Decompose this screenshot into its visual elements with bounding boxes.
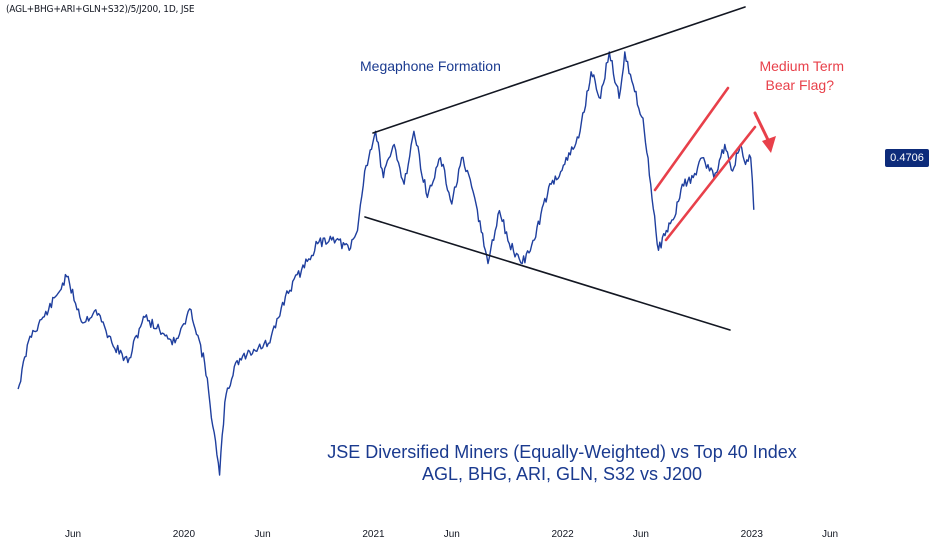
last-price-label: 0.4706 [885, 149, 929, 167]
megaphone-lower-line [364, 216, 731, 331]
chart-caption-line2: AGL, BHG, ARI, GLN, S32 vs J200 [422, 464, 702, 484]
x-tick-label: 2023 [741, 529, 764, 540]
x-tick-label: 2022 [551, 529, 574, 540]
symbol-title: (AGL+BHG+ARI+GLN+S32)/5/J200, 1D, JSE [6, 4, 195, 15]
bear-flag-lower-line [664, 125, 757, 242]
price-series-line [17, 51, 755, 476]
x-tick-label: Jun [822, 529, 838, 540]
x-tick-label: Jun [255, 529, 271, 540]
megaphone-formation-label: Megaphone Formation [360, 58, 501, 74]
annotation-lines [364, 6, 776, 331]
x-tick-label: Jun [633, 529, 649, 540]
bear-flag-upper-line [653, 86, 730, 192]
x-tick-label: Jun [444, 529, 460, 540]
x-tick-label: 2021 [362, 529, 385, 540]
x-axis: Jun 2020 Jun 2021 Jun 2022 Jun 2023 Jun [65, 529, 838, 540]
bear-flag-arrowhead [762, 136, 776, 153]
series-layer [17, 51, 755, 476]
chart-caption-line1: JSE Diversified Miners (Equally-Weighted… [327, 442, 797, 462]
megaphone-upper-line [372, 6, 746, 134]
x-tick-label: 2020 [173, 529, 196, 540]
x-tick-label: Jun [65, 529, 81, 540]
bear-flag-label-line1: Medium Term [759, 58, 844, 74]
bear-flag-label-line2: Bear Flag? [766, 77, 835, 93]
bear-flag-arrow-line [753, 111, 772, 146]
